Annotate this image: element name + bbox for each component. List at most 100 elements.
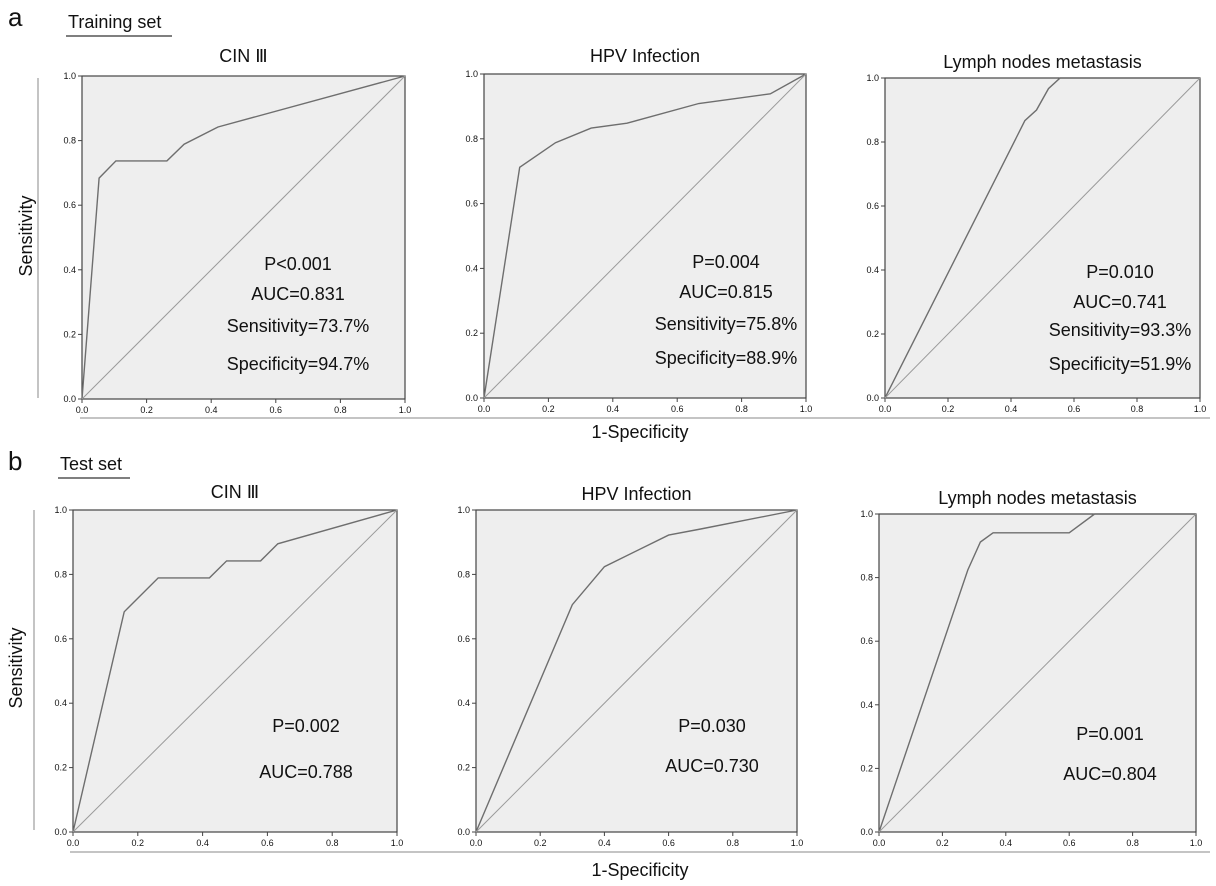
charts-layer: CIN Ⅲ0.00.00.20.20.40.40.60.60.80.81.01.… [54,46,1206,848]
stat-annotation: P=0.030 [678,716,746,736]
stat-annotation: Sensitivity=93.3% [1049,320,1192,340]
chart-title: HPV Infection [590,46,700,66]
reference-line [81,75,406,400]
set-label-test: Test set [60,454,122,474]
x-tick-label: 0.8 [1131,404,1144,414]
y-tick-label: 0.8 [457,569,470,579]
y-tick-label: 0.4 [465,263,478,273]
stat-annotation: Sensitivity=75.8% [655,314,798,334]
x-tick-label: 0.0 [67,838,80,848]
stat-annotation: AUC=0.788 [259,762,353,782]
x-tick-label: 0.4 [196,838,209,848]
ylabel-training: Sensitivity [16,195,36,276]
y-tick-label: 1.0 [860,509,873,519]
roc-curve [483,73,807,399]
y-tick-label: 1.0 [63,71,76,81]
chart-title: HPV Infection [581,484,691,504]
y-tick-label: 0.4 [860,700,873,710]
x-tick-label: 0.2 [942,404,955,414]
y-tick-label: 0.4 [457,698,470,708]
reference-line [884,77,1201,399]
y-tick-label: 0.4 [63,265,76,275]
y-tick-label: 0.0 [866,393,879,403]
stat-annotation: AUC=0.730 [665,756,759,776]
x-tick-label: 0.6 [270,405,283,415]
y-tick-label: 0.0 [465,393,478,403]
x-tick-label: 0.2 [542,404,555,414]
y-tick-label: 0.0 [457,827,470,837]
x-tick-label: 0.0 [873,838,886,848]
set-label-training: Training set [68,12,161,32]
chart-title: CIN Ⅲ [219,46,267,66]
y-tick-label: 1.0 [54,505,67,515]
x-tick-label: 0.2 [936,838,949,848]
y-tick-label: 0.4 [866,265,879,275]
roc-curve [81,75,406,400]
x-tick-label: 1.0 [791,838,804,848]
stat-annotation: AUC=0.741 [1073,292,1167,312]
chart-title: CIN Ⅲ [211,482,259,502]
roc-chart-5: HPV Infection 0.00.0 0.2 0.2 0.4 0.4 0.6 0.6 0.8… [457,484,803,848]
stat-annotation: P=0.001 [1076,724,1144,744]
panel-letter-a: a [8,2,23,32]
x-tick-label: 0.0 [879,404,892,414]
reference-line [483,73,807,399]
y-tick-label: 0.0 [63,394,76,404]
y-tick-label: 0.6 [63,200,76,210]
roc-chart-6: Lymph nodes metastasis 0.00.0 0.2 0.2 0.4 0.4… [860,488,1202,848]
y-tick-label: 0.8 [54,569,67,579]
y-tick-label: 0.2 [54,763,67,773]
x-tick-label: 0.4 [598,838,611,848]
y-tick-label: 0.2 [63,329,76,339]
y-tick-label: 0.8 [866,137,879,147]
y-tick-label: 0.8 [860,573,873,583]
x-tick-label: 0.4 [1000,838,1013,848]
stat-annotation: AUC=0.831 [251,284,345,304]
reference-line [475,509,798,833]
x-tick-label: 0.4 [607,404,620,414]
stat-annotation: P=0.010 [1086,262,1154,282]
xlabel-test: 1-Specificity [591,860,688,880]
y-tick-label: 0.6 [860,636,873,646]
reference-line [72,509,398,833]
x-tick-label: 0.8 [334,405,347,415]
x-tick-label: 0.0 [478,404,491,414]
y-tick-label: 0.2 [457,763,470,773]
stat-annotation: P=0.002 [272,716,340,736]
y-tick-label: 0.4 [54,698,67,708]
x-tick-label: 0.8 [727,838,740,848]
stat-annotation: P=0.004 [692,252,760,272]
stat-annotation: Specificity=51.9% [1049,354,1192,374]
roc-chart-4: CIN Ⅲ 0.00.0 0.2 0.2 0.4 0.4 0.6 0.6 0.8 0.8 1.0 1.… [54,482,403,848]
y-tick-label: 1.0 [465,69,478,79]
stat-annotation: Sensitivity=73.7% [227,316,370,336]
roc-curve [878,513,1196,833]
ylabel-test: Sensitivity [6,627,26,708]
stat-annotation: Specificity=94.7% [227,354,370,374]
stat-annotation: AUC=0.804 [1063,764,1157,784]
y-tick-label: 0.2 [866,329,879,339]
x-tick-label: 0.8 [735,404,748,414]
x-tick-label: 0.6 [1063,838,1076,848]
roc-curve [72,509,398,833]
x-tick-label: 0.2 [132,838,145,848]
y-tick-label: 0.2 [465,328,478,338]
y-tick-label: 0.6 [866,201,879,211]
x-tick-label: 0.4 [1005,404,1018,414]
x-tick-label: 0.6 [662,838,675,848]
y-tick-label: 0.6 [54,634,67,644]
x-tick-label: 0.6 [261,838,274,848]
x-tick-label: 0.0 [470,838,483,848]
roc-curve [884,77,1200,399]
x-tick-label: 1.0 [1194,404,1207,414]
x-tick-label: 1.0 [391,838,404,848]
y-tick-label: 1.0 [457,505,470,515]
x-tick-label: 1.0 [399,405,412,415]
stat-annotation: AUC=0.815 [679,282,773,302]
x-tick-label: 0.6 [1068,404,1081,414]
y-tick-label: 0.6 [465,199,478,209]
x-tick-label: 0.8 [326,838,339,848]
x-tick-label: 0.0 [76,405,89,415]
y-tick-label: 1.0 [866,73,879,83]
chart-title: Lymph nodes metastasis [938,488,1136,508]
